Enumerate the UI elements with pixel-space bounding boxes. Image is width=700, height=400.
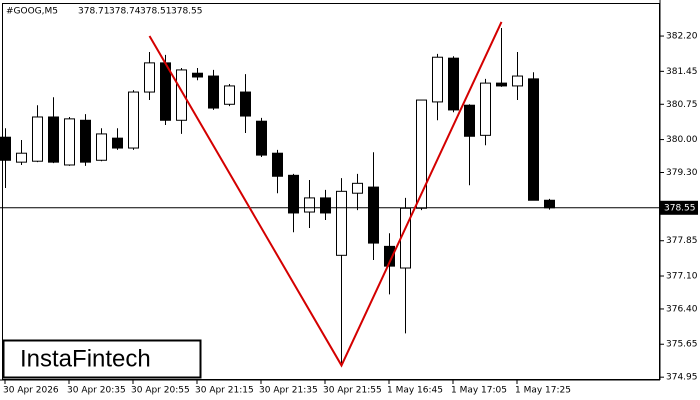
candle-body bbox=[400, 207, 411, 269]
watermark: InstaFintech bbox=[20, 345, 151, 372]
x-tick-label: 1 May 16:45 bbox=[387, 386, 443, 396]
candle-body bbox=[64, 118, 75, 166]
candle-body bbox=[144, 62, 155, 93]
candle-body bbox=[480, 82, 491, 136]
candle-body bbox=[288, 174, 299, 214]
x-tick-label: 1 May 17:05 bbox=[451, 386, 507, 396]
candle-body bbox=[208, 75, 219, 109]
candle-body bbox=[192, 72, 203, 78]
candle-body bbox=[48, 116, 59, 163]
y-tick-label: 377.10 bbox=[666, 272, 698, 282]
candle-body bbox=[384, 245, 395, 267]
candle-body bbox=[240, 91, 251, 117]
x-tick-label: 30 Apr 20:35 bbox=[67, 386, 126, 396]
x-tick-label: 30 Apr 20:55 bbox=[131, 386, 190, 396]
candle-body bbox=[544, 199, 555, 209]
price-label-box bbox=[660, 200, 698, 215]
candle-body bbox=[304, 197, 315, 213]
candle-body bbox=[320, 197, 331, 214]
y-tick-label: 379.30 bbox=[666, 168, 698, 178]
candle-body bbox=[368, 186, 379, 244]
header-close: 378.55 bbox=[171, 7, 203, 17]
header: #GOOG,M5 378.71 378.74 378.51 378.55 bbox=[6, 7, 203, 17]
x-tick-label: 30 Apr 21:55 bbox=[323, 386, 382, 396]
x-tick-label: 1 May 17:25 bbox=[515, 386, 571, 396]
y-tick-label: 374.95 bbox=[666, 373, 698, 383]
candle-body bbox=[96, 133, 107, 161]
y-tick-label: 382.20 bbox=[666, 32, 698, 42]
candle-body bbox=[16, 152, 27, 163]
candle-body bbox=[336, 190, 347, 256]
candle-body bbox=[528, 78, 539, 201]
candle-body bbox=[432, 56, 443, 103]
candle-body bbox=[112, 137, 123, 149]
y-tick-label: 377.85 bbox=[666, 236, 698, 246]
x-tick-label: 30 Apr 21:35 bbox=[259, 386, 318, 396]
candle-body bbox=[352, 182, 363, 194]
candle-body bbox=[272, 152, 283, 177]
candle-body bbox=[128, 91, 139, 149]
pattern-line bbox=[148, 21, 503, 368]
price-label: 378.55 bbox=[664, 203, 696, 213]
candle-body bbox=[0, 136, 11, 161]
header-low: 378.51 bbox=[140, 7, 172, 17]
header-open: 378.71 bbox=[78, 7, 110, 17]
candle-body bbox=[80, 119, 91, 163]
candle-body bbox=[176, 69, 187, 121]
candle-body bbox=[512, 75, 523, 87]
y-tick-label: 381.45 bbox=[666, 67, 698, 77]
x-tick-label: 30 Apr 21:15 bbox=[195, 386, 254, 396]
candle-body bbox=[32, 116, 43, 162]
symbol: #GOOG,M5 bbox=[6, 7, 58, 17]
y-tick-label: 380.00 bbox=[666, 135, 698, 145]
candle-body bbox=[464, 104, 475, 137]
y-tick-label: 375.65 bbox=[666, 340, 698, 350]
candle-body bbox=[256, 120, 267, 156]
candle-body bbox=[224, 85, 235, 105]
watermark-box bbox=[2, 339, 202, 379]
x-tick-label: 30 Apr 2026 bbox=[3, 386, 59, 396]
y-tick-label: 376.40 bbox=[666, 304, 698, 314]
header-high: 378.74 bbox=[109, 7, 141, 17]
y-tick-label: 380.75 bbox=[666, 100, 698, 110]
candle-body bbox=[448, 57, 459, 111]
candle-body bbox=[496, 82, 507, 87]
